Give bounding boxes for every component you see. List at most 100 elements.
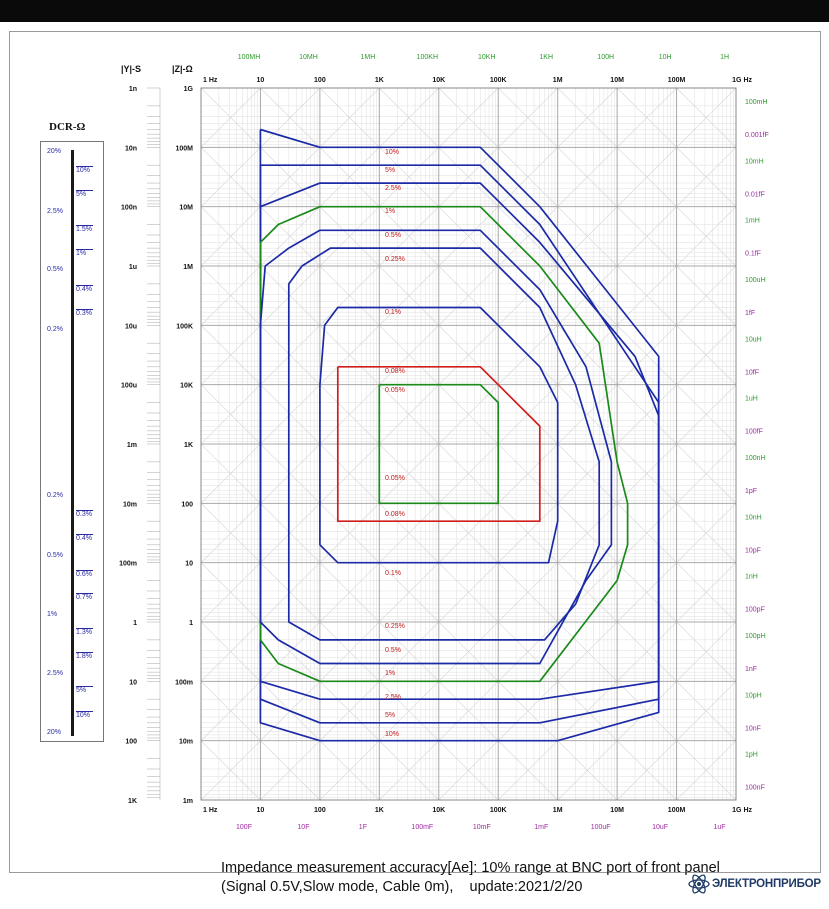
accuracy-contour-0.08% xyxy=(336,365,541,523)
inductance-label-right: 10mH xyxy=(745,158,764,165)
brand-name: ЭЛЕКТРОНПРИБОР xyxy=(712,878,821,890)
dcr-label-left: 0.5% xyxy=(47,552,63,559)
contour-label-lower: 1% xyxy=(385,670,395,677)
impedance-tick-label: 1G xyxy=(184,86,194,93)
impedance-tick-label: 100m xyxy=(175,679,193,686)
capacitance-label-right: 1pF xyxy=(745,488,757,495)
capacitance-diagonal xyxy=(0,88,142,800)
dcr-label-left: 20% xyxy=(47,729,62,736)
inductance-label-top: 100KH xyxy=(417,54,438,61)
inductance-label-top: 1MH xyxy=(360,54,375,61)
impedance-tick-label: 10M xyxy=(179,205,193,212)
dcr-label-left: 0.2% xyxy=(47,326,63,333)
impedance-tick-label: 100 xyxy=(181,501,193,508)
dcr-label-right: 5% xyxy=(76,190,93,198)
admittance-tick-label: 1n xyxy=(129,86,137,93)
contour-label-upper: 1% xyxy=(385,208,395,215)
dcr-label-right: 1.3% xyxy=(76,628,93,636)
dcr-label-right: 10% xyxy=(76,711,93,719)
frequency-tick-label-top: 1 Hz xyxy=(203,77,218,84)
capacitance-label-bottom: 100uF xyxy=(591,824,611,831)
contour-label-lower: 0.1% xyxy=(385,570,401,577)
frequency-tick-label-top: 100M xyxy=(668,77,686,84)
inductance-label-top: 10H xyxy=(659,54,672,61)
accuracy-contour-0.5% xyxy=(259,229,613,665)
admittance-tick-label: 1 xyxy=(133,620,137,627)
frequency-tick-label-top: 1G Hz xyxy=(732,77,752,84)
frequency-tick-label-top: 10K xyxy=(432,77,445,84)
inductance-diagonal xyxy=(0,88,82,800)
dcr-label-right: 0.4% xyxy=(76,534,93,542)
dcr-label-right: 0.3% xyxy=(76,510,93,518)
admittance-tick-label: 100 xyxy=(125,739,137,746)
capacitance-label-right: 1fF xyxy=(745,310,755,317)
capacitance-label-bottom: 1mF xyxy=(534,824,548,831)
inductance-diagonal xyxy=(201,88,202,89)
capacitance-label-bottom: 1uF xyxy=(714,824,726,831)
chart-subtitle: (Signal 0.5V,Slow mode, Cable 0m), updat… xyxy=(221,879,583,895)
accuracy-contour-0.1% xyxy=(319,306,559,564)
admittance-tick-label: 10u xyxy=(125,323,137,330)
frequency-tick-label-bottom: 1K xyxy=(375,807,384,814)
chart-title: Impedance measurement accuracy[Ae]: 10% … xyxy=(221,860,720,876)
admittance-tick-label: 10n xyxy=(125,145,137,152)
impedance-tick-label: 1K xyxy=(184,442,193,449)
contour-label-lower: 0.25% xyxy=(385,623,405,630)
capacitance-label-bottom: 100mF xyxy=(411,824,433,831)
inductance-label-right: 100nH xyxy=(745,455,766,462)
capacitance-diagonal xyxy=(795,88,829,800)
admittance-tick-label: 100n xyxy=(121,205,137,212)
inductance-label-right: 1mH xyxy=(745,218,760,225)
admittance-tick-label: 10m xyxy=(123,501,137,508)
capacitance-label-bottom: 10mF xyxy=(473,824,491,831)
impedance-tick-label: 100M xyxy=(175,145,193,152)
dcr-label-right: 1.8% xyxy=(76,652,93,660)
dcr-label-left: 20% xyxy=(47,148,62,155)
accuracy-contour-1% xyxy=(259,205,629,683)
contour-label-lower: 0.5% xyxy=(385,647,401,654)
admittance-tick-label: 1u xyxy=(129,264,137,271)
frequency-tick-label-bottom: 1G Hz xyxy=(732,807,752,814)
contour-label-upper: 10% xyxy=(385,149,399,156)
brand-logo: ЭЛЕКТРОНПРИБОР xyxy=(688,873,821,895)
admittance-tick-label: 1K xyxy=(128,798,137,805)
capacitance-label-bottom: 10F xyxy=(297,824,309,831)
frequency-tick-label-top: 1K xyxy=(375,77,384,84)
chart-caption: Impedance measurement accuracy[Ae]: 10% … xyxy=(221,859,720,897)
grid-group xyxy=(0,88,829,800)
frequency-tick-label-bottom: 1M xyxy=(553,807,563,814)
frequency-tick-label-bottom: 100 xyxy=(314,807,326,814)
impedance-tick-label: 10K xyxy=(180,383,193,390)
inductance-label-right: 100mH xyxy=(745,99,768,106)
contour-label-upper: 0.05% xyxy=(385,387,405,394)
dcr-label-left: 0.2% xyxy=(47,492,63,499)
dcr-scale-bar xyxy=(71,150,74,736)
capacitance-label-right: 0.001fF xyxy=(745,132,769,139)
dcr-label-right: 10% xyxy=(76,166,93,174)
inductance-label-top: 10KH xyxy=(478,54,496,61)
impedance-tick-label: 1 xyxy=(189,620,193,627)
admittance-tick-label: 100u xyxy=(121,383,137,390)
impedance-tick-label: 1M xyxy=(183,264,193,271)
inductance-label-top: 10MH xyxy=(299,54,318,61)
dcr-label-left: 1% xyxy=(47,611,58,618)
frequency-tick-label-bottom: 10 xyxy=(257,807,265,814)
contour-label-upper: 0.5% xyxy=(385,232,401,239)
frequency-tick-label-top: 10M xyxy=(610,77,624,84)
frequency-tick-label-bottom: 10M xyxy=(610,807,624,814)
capacitance-label-bottom: 1F xyxy=(359,824,367,831)
frequency-tick-label-top: 10 xyxy=(257,77,265,84)
contour-label-lower: 5% xyxy=(385,712,395,719)
figure-frame xyxy=(9,31,821,873)
contour-label-lower: 10% xyxy=(385,731,399,738)
capacitance-label-right: 10pF xyxy=(745,547,761,554)
inductance-label-top: 1KH xyxy=(539,54,553,61)
frequency-tick-label-top: 100K xyxy=(490,77,507,84)
inductance-label-top: 100H xyxy=(597,54,614,61)
capacitance-label-right: 10fF xyxy=(745,369,759,376)
inductance-label-right: 10nH xyxy=(745,514,762,521)
dcr-scale-box xyxy=(40,141,104,742)
contour-label-lower: 2.5% xyxy=(385,694,401,701)
accuracy-contour-0.25% xyxy=(287,247,601,641)
